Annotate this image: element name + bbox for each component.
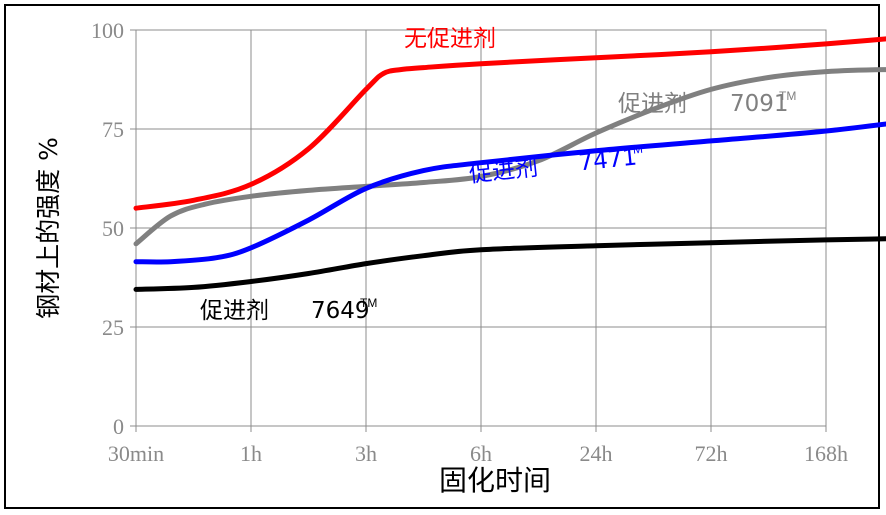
svg-text:TM: TM — [779, 89, 796, 103]
y-tick-label: 25 — [102, 315, 124, 340]
svg-text:促进剂: 促进剂 — [200, 298, 269, 324]
series-line-2 — [133, 121, 886, 265]
y-tick-label: 100 — [91, 18, 124, 43]
x-tick-label: 3h — [355, 441, 377, 466]
x-axis-label: 固化时间 — [439, 464, 551, 497]
x-tick-label: 30min — [108, 441, 164, 466]
series-lines — [133, 36, 886, 292]
annotation-7649: 促进剂 7649 TM — [200, 296, 377, 324]
y-tick-label: 0 — [113, 414, 124, 439]
series-line-0 — [133, 36, 886, 211]
x-tick-label: 1h — [240, 441, 262, 466]
y-tick-labels: 0 25 50 75 100 — [91, 18, 124, 439]
x-tick-label: 24h — [580, 441, 613, 466]
x-tick-label: 72h — [695, 441, 728, 466]
y-tick-label: 50 — [102, 216, 124, 241]
svg-text:TM: TM — [360, 296, 377, 310]
x-tick-labels: 30min 1h 3h 6h 24h 72h 168h — [108, 441, 848, 466]
y-tick-label: 75 — [102, 117, 124, 142]
series-line-3 — [133, 236, 886, 292]
svg-text:7091: 7091 — [730, 91, 789, 117]
svg-text:促进剂: 促进剂 — [618, 91, 687, 117]
y-axis-label: 钢材上的强度 % — [34, 137, 63, 319]
series-line-1 — [133, 67, 886, 247]
x-tick-label: 168h — [804, 441, 848, 466]
grid — [130, 29, 827, 432]
svg-text:7649: 7649 — [311, 298, 370, 324]
svg-text:TM: TM — [625, 142, 644, 158]
svg-text:7471: 7471 — [577, 144, 638, 176]
annotation-7091: 促进剂 7091 TM — [618, 89, 796, 117]
annotation-7471: 促进剂 7471 TM — [468, 142, 644, 188]
x-tick-label: 6h — [470, 441, 492, 466]
annotation-no-accelerator: 无促进剂 — [404, 26, 496, 52]
